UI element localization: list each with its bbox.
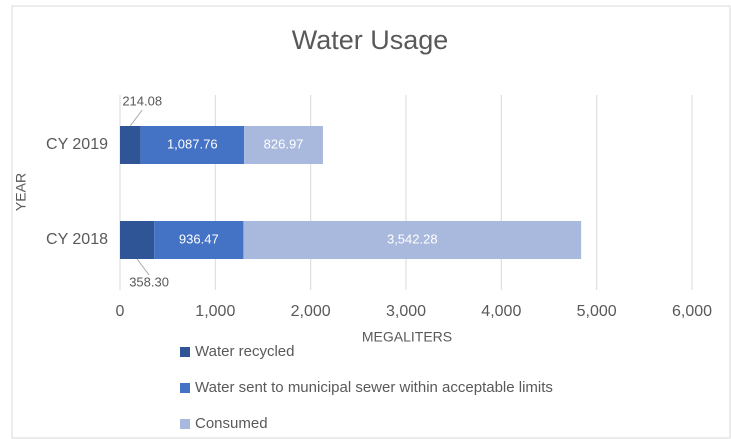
- x-tick-label: 3,000: [386, 303, 426, 320]
- x-tick-label: 2,000: [291, 303, 331, 320]
- bar-segment: [154, 221, 244, 259]
- y-tick-label: CY 2019: [46, 136, 108, 153]
- x-axis-title: MEGALITERS: [362, 329, 452, 345]
- bar-segment: [120, 221, 155, 259]
- x-tick-label: 5,000: [577, 303, 617, 320]
- bar-segment: [243, 221, 582, 259]
- y-tick-label: CY 2018: [46, 231, 108, 248]
- legend-label: Water recycled: [195, 343, 294, 360]
- bar-segment: [120, 126, 141, 164]
- y-axis-title: YEAR: [13, 173, 29, 211]
- chart-title: Water Usage: [292, 25, 449, 55]
- x-tick-label: 0: [116, 303, 125, 320]
- data-label: 936.47: [179, 231, 219, 246]
- bar-segment: [140, 126, 245, 164]
- legend-swatch: [180, 419, 190, 429]
- bar-segment: [244, 126, 323, 164]
- legend-label: Consumed: [195, 415, 268, 432]
- legend-swatch: [180, 383, 190, 393]
- x-tick-label: 6,000: [672, 303, 712, 320]
- data-label: 214.08: [122, 93, 162, 108]
- x-tick-label: 1,000: [195, 303, 235, 320]
- leader-line: [129, 109, 143, 127]
- data-label: 3,542.28: [387, 231, 438, 246]
- data-label: 826.97: [264, 136, 304, 151]
- legend-swatch: [180, 347, 190, 357]
- data-label: 358.30: [129, 274, 169, 289]
- leader-line: [136, 258, 150, 276]
- x-tick-label: 4,000: [481, 303, 521, 320]
- legend-label: Water sent to municipal sewer within acc…: [195, 379, 553, 396]
- data-label: 1,087.76: [167, 136, 218, 151]
